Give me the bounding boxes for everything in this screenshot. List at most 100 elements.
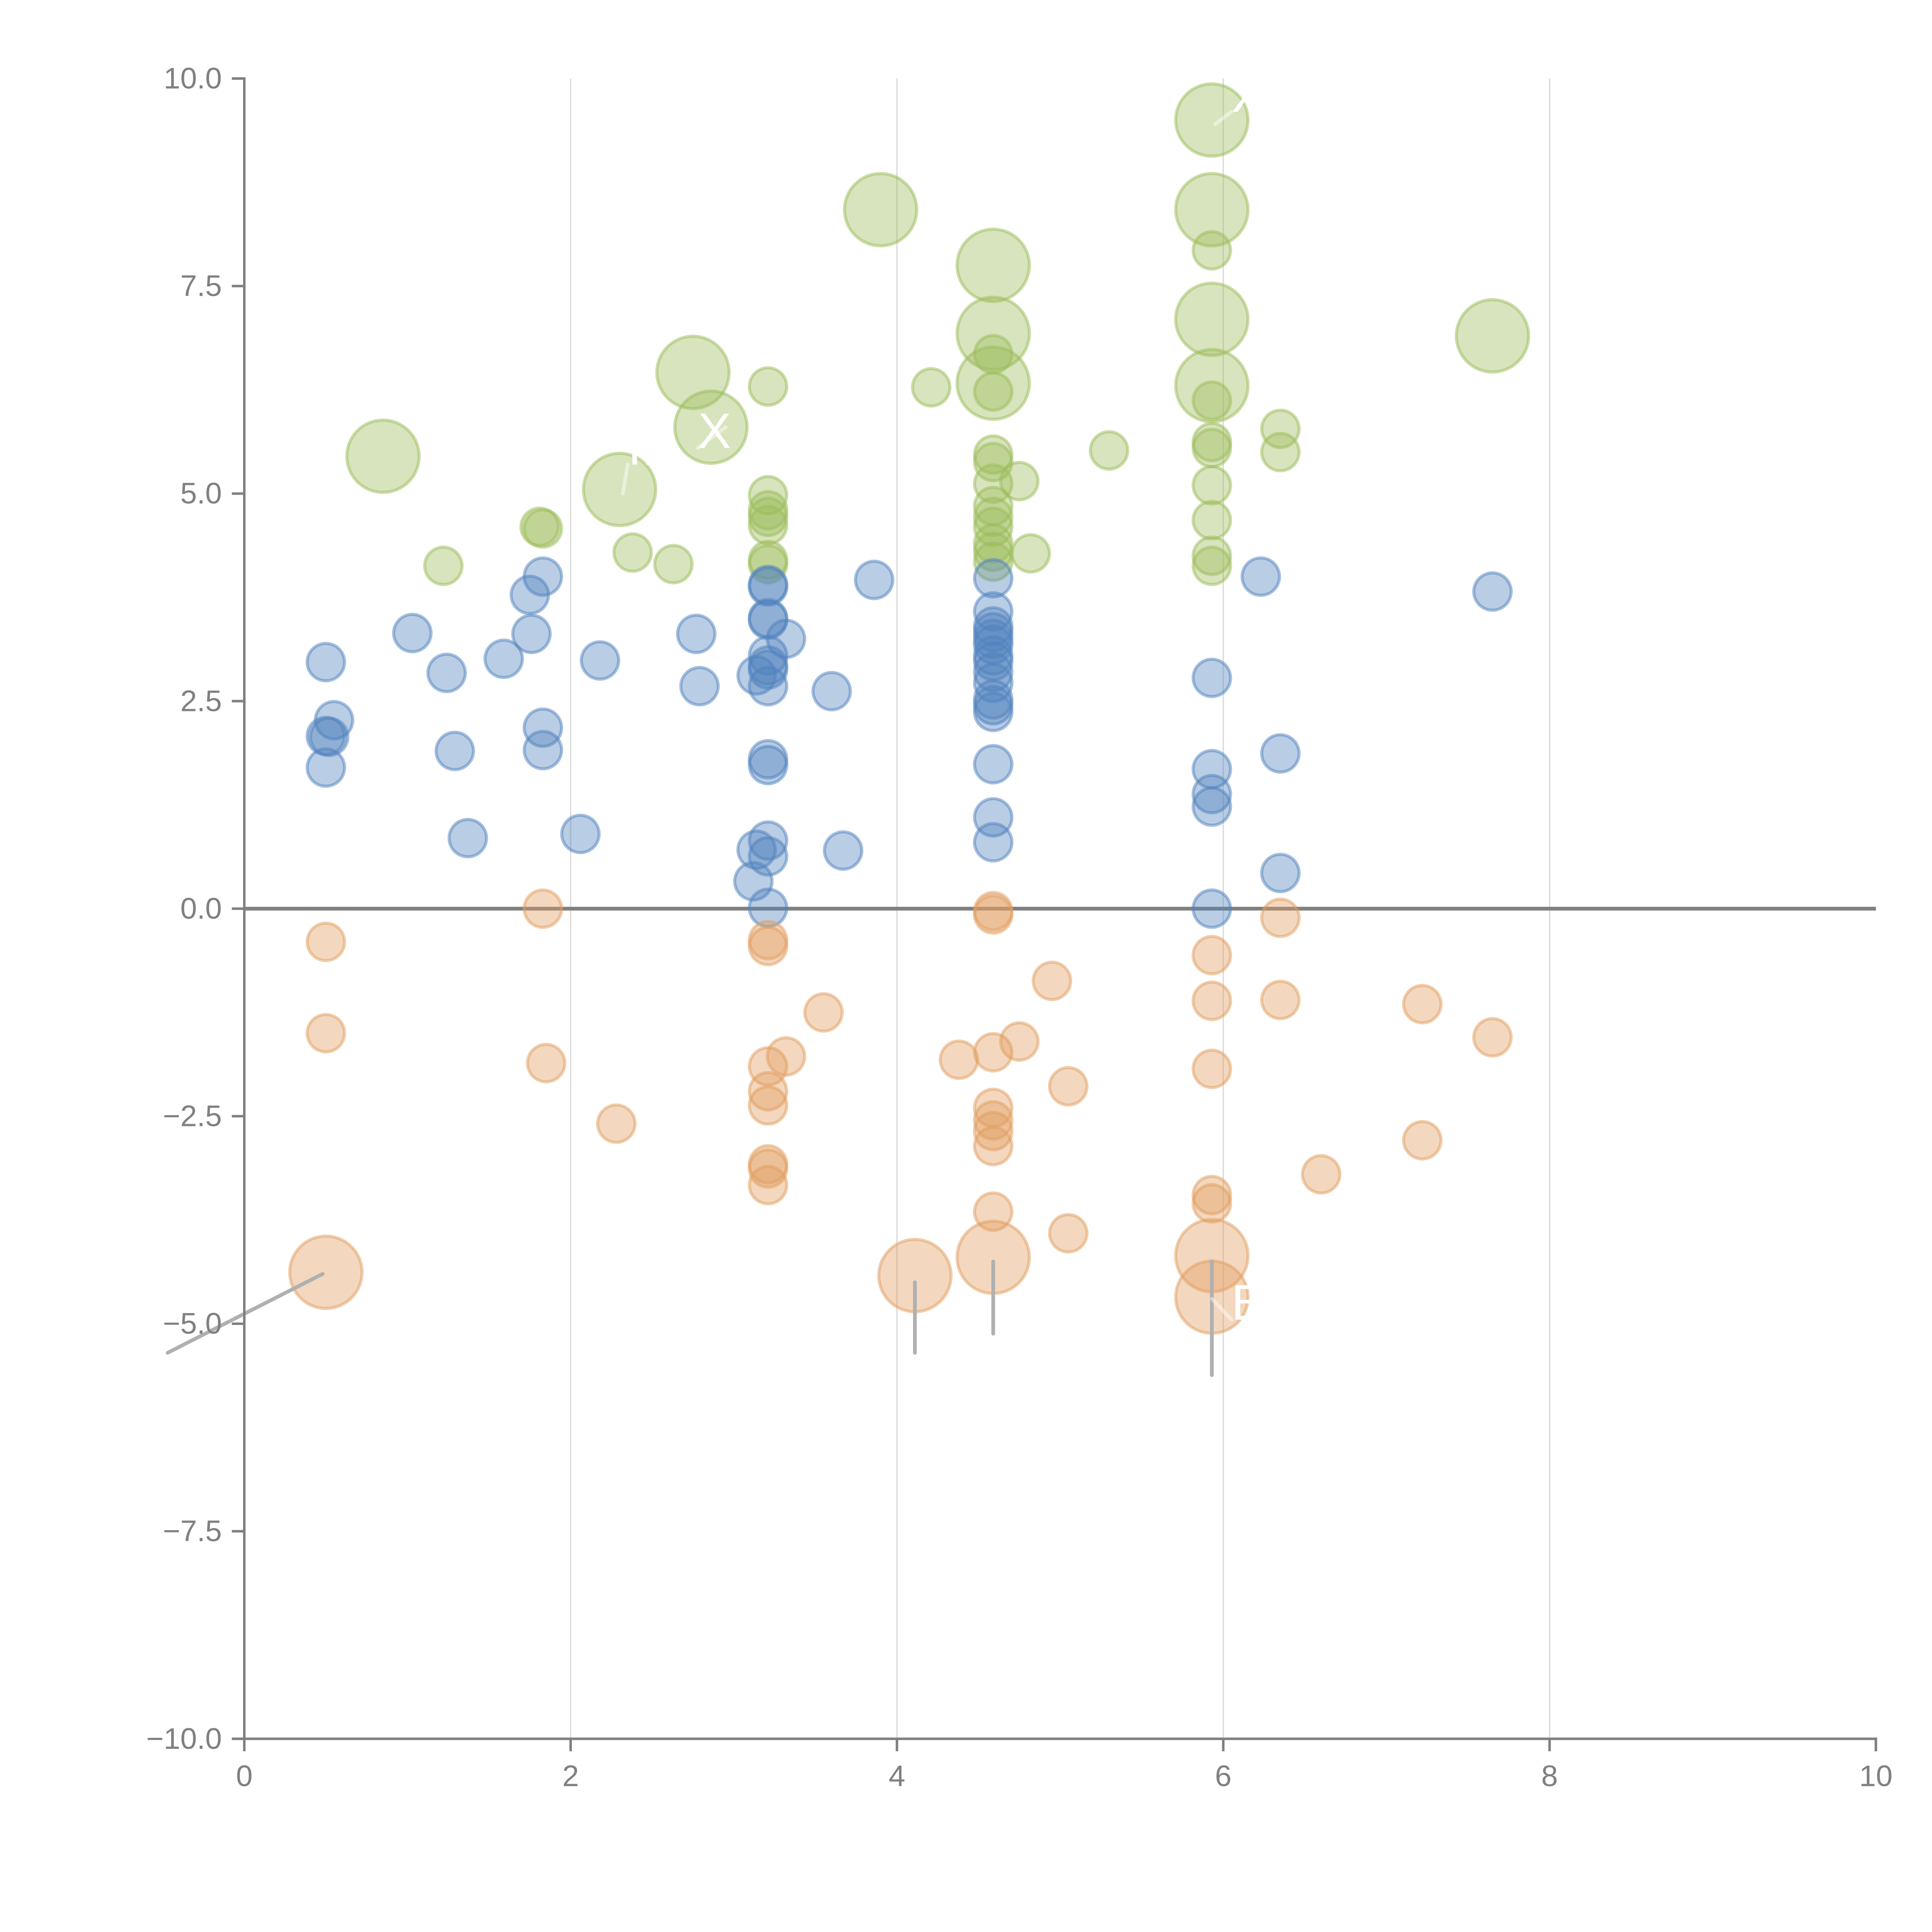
green-point: [1191, 465, 1232, 506]
blue-point: [811, 671, 852, 712]
green-point: [1454, 298, 1531, 374]
green-point: [345, 418, 421, 494]
green-point: [1191, 536, 1232, 576]
blue-point: [1191, 774, 1232, 815]
blue-point: [580, 640, 621, 681]
annotation-connector: [621, 463, 630, 496]
blue-point: [748, 566, 789, 607]
blue-point: [973, 558, 1014, 599]
orange-point: [1472, 1017, 1513, 1058]
x-tick-label: 0: [236, 1760, 253, 1793]
blue-point: [823, 830, 864, 871]
green-point: [1191, 427, 1232, 468]
green-point: [748, 505, 789, 546]
green-point: [1174, 82, 1250, 158]
green-point: [955, 345, 1031, 421]
orange-point: [748, 1085, 789, 1126]
blue-point: [973, 662, 1014, 703]
green-point: [1010, 533, 1051, 574]
green-point: [1191, 230, 1232, 271]
x-tick-label: 4: [889, 1760, 905, 1793]
blue-point: [676, 614, 717, 654]
orange-point: [748, 1071, 789, 1112]
orange-point: [1191, 980, 1232, 1021]
green-point: [748, 366, 789, 407]
green-point: [1191, 545, 1232, 586]
green-point: [1088, 430, 1129, 471]
green-point: [973, 541, 1014, 582]
x-axis-ticks: 0 2 4 6 8 10: [236, 1739, 1893, 1793]
green-point: [955, 228, 1031, 303]
y-tick-label: 10.0: [164, 62, 222, 95]
blue-point: [483, 638, 524, 679]
y-axis-ticks: 10.0 7.5 5.0 2.5 0.0 −2.5 −5.0 −7.5 −10.0: [146, 62, 245, 1755]
blue-point: [973, 651, 1014, 692]
green-point: [673, 389, 749, 465]
orange-point: [973, 1111, 1014, 1151]
orange-point: [939, 1039, 980, 1080]
y-tick-label: −7.5: [163, 1515, 222, 1548]
green-point: [1260, 432, 1301, 473]
blue-point: [426, 653, 467, 693]
annotation-connector: [1213, 110, 1233, 126]
orange-point: [1191, 1183, 1232, 1224]
blue-point: [1472, 571, 1513, 612]
green-point: [748, 475, 789, 516]
orange-point: [522, 888, 563, 929]
blue-point: [434, 731, 475, 771]
orange-point: [973, 894, 1014, 935]
green-point: [612, 532, 653, 573]
blue-point: [736, 829, 777, 870]
y-tick-label: −10.0: [146, 1722, 222, 1755]
blue-point: [1191, 657, 1232, 698]
green-point: [999, 461, 1040, 502]
green-point: [522, 508, 563, 549]
blue-point: [973, 692, 1014, 732]
orange-point: [1048, 1213, 1089, 1254]
orange-point: [1402, 1120, 1443, 1161]
blue-point: [973, 591, 1014, 632]
blue-point: [305, 747, 346, 788]
orange-point: [1048, 1066, 1089, 1107]
green-point: [1174, 281, 1250, 357]
blue-point: [522, 556, 563, 597]
blue-point: [305, 642, 346, 682]
orange-point: [748, 1148, 789, 1189]
blue-point: [447, 818, 488, 859]
blue-point: [1240, 556, 1281, 597]
blue-point: [973, 744, 1014, 785]
blue-point: [1260, 733, 1301, 774]
blue-point: [748, 635, 789, 676]
y-tick-label: −5.0: [163, 1307, 222, 1340]
orange-point: [1301, 1154, 1342, 1195]
orange-point: [1260, 980, 1301, 1020]
green-point: [423, 545, 464, 586]
orange-point: [803, 992, 844, 1033]
annotation-label: II: [628, 420, 656, 475]
orange-point: [305, 922, 346, 962]
blue-point: [973, 822, 1014, 863]
green-point: [748, 544, 789, 585]
green-point: [1191, 500, 1232, 541]
blue-point: [748, 836, 789, 877]
orange-point: [748, 1165, 789, 1206]
blue-point: [392, 612, 433, 653]
blue-point: [560, 813, 601, 854]
blue-point: [522, 707, 563, 748]
green-point: [582, 452, 658, 527]
orange-point: [596, 1103, 637, 1144]
y-tick-label: −2.5: [163, 1100, 222, 1133]
orange-point: [1260, 897, 1301, 938]
y-tick-label: 5.0: [180, 477, 222, 510]
green-point: [1174, 172, 1250, 248]
x-tick-label: 8: [1541, 1760, 1558, 1793]
orange-point: [1402, 984, 1443, 1025]
blue-point: [511, 614, 552, 654]
orange-point: [526, 1043, 566, 1083]
orange-point: [765, 1036, 806, 1077]
blue-point: [748, 745, 789, 786]
annotation-label: X: [698, 403, 731, 459]
data-points: [288, 82, 1531, 1335]
axes: [232, 77, 1878, 1752]
